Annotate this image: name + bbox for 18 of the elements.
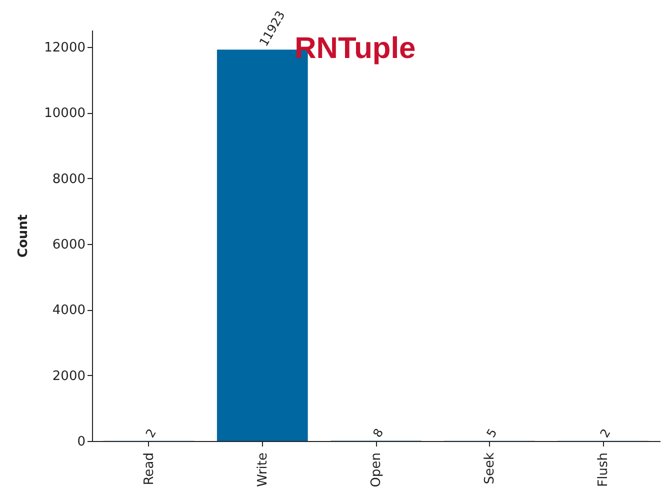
y-tick-label: 2000 <box>52 368 86 384</box>
x-tick-label: Read <box>142 452 157 486</box>
data-label: 8 <box>370 426 386 440</box>
y-tick-label: 8000 <box>52 172 86 187</box>
x-tick-label: Seek <box>482 452 498 484</box>
data-label: 2 <box>597 426 614 440</box>
y-axis-title: Count <box>16 214 32 258</box>
y-tick-label: 10000 <box>44 106 86 122</box>
x-tick-label: Flush <box>596 452 612 487</box>
chart-title: RNTuple <box>294 32 416 66</box>
x-tick-label: Open <box>369 452 384 488</box>
y-tick-label: 4000 <box>52 303 86 318</box>
data-label: 5 <box>484 426 500 440</box>
y-tick-label: 6000 <box>52 238 86 253</box>
x-tick-label: Write <box>255 452 270 487</box>
y-tick-label: 12000 <box>44 40 86 56</box>
y-tick-label: 0 <box>77 434 86 450</box>
data-label: 2 <box>143 426 159 440</box>
